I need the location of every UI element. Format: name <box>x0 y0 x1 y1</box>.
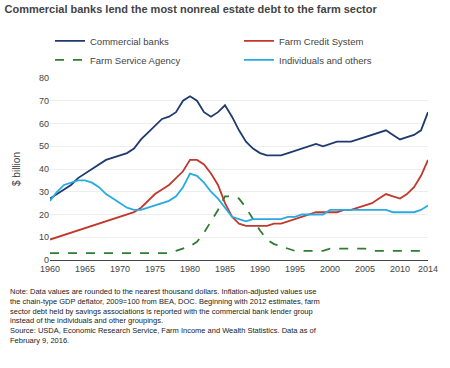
svg-text:1965: 1965 <box>75 264 95 274</box>
svg-text:1980: 1980 <box>180 264 200 274</box>
svg-text:1960: 1960 <box>40 264 60 274</box>
svg-text:50: 50 <box>39 141 49 151</box>
svg-text:Individuals and others: Individuals and others <box>279 55 372 66</box>
svg-text:0: 0 <box>44 255 49 265</box>
svg-text:30: 30 <box>39 187 49 197</box>
svg-text:Note: Data values are rounded: Note: Data values are rounded to the nea… <box>10 287 320 345</box>
svg-text:10: 10 <box>39 232 49 242</box>
svg-text:40: 40 <box>39 164 49 174</box>
svg-text:2000: 2000 <box>320 264 340 274</box>
svg-text:Commercial banks: Commercial banks <box>90 36 169 47</box>
svg-text:80: 80 <box>39 73 49 83</box>
svg-text:20: 20 <box>39 210 49 220</box>
svg-text:2014: 2014 <box>418 264 438 274</box>
svg-text:1970: 1970 <box>110 264 130 274</box>
svg-text:$ billion: $ billion <box>11 152 22 186</box>
svg-text:1990: 1990 <box>250 264 270 274</box>
svg-text:2010: 2010 <box>390 264 410 274</box>
svg-text:Farm Service Agency: Farm Service Agency <box>90 55 181 66</box>
svg-text:1995: 1995 <box>285 264 305 274</box>
svg-text:70: 70 <box>39 96 49 106</box>
svg-text:2005: 2005 <box>355 264 375 274</box>
svg-text:1975: 1975 <box>145 264 165 274</box>
svg-text:Farm Credit System: Farm Credit System <box>279 36 364 47</box>
svg-text:Commercial banks lend the most: Commercial banks lend the most nonreal e… <box>5 3 378 15</box>
svg-text:60: 60 <box>39 119 49 129</box>
svg-text:1985: 1985 <box>215 264 235 274</box>
